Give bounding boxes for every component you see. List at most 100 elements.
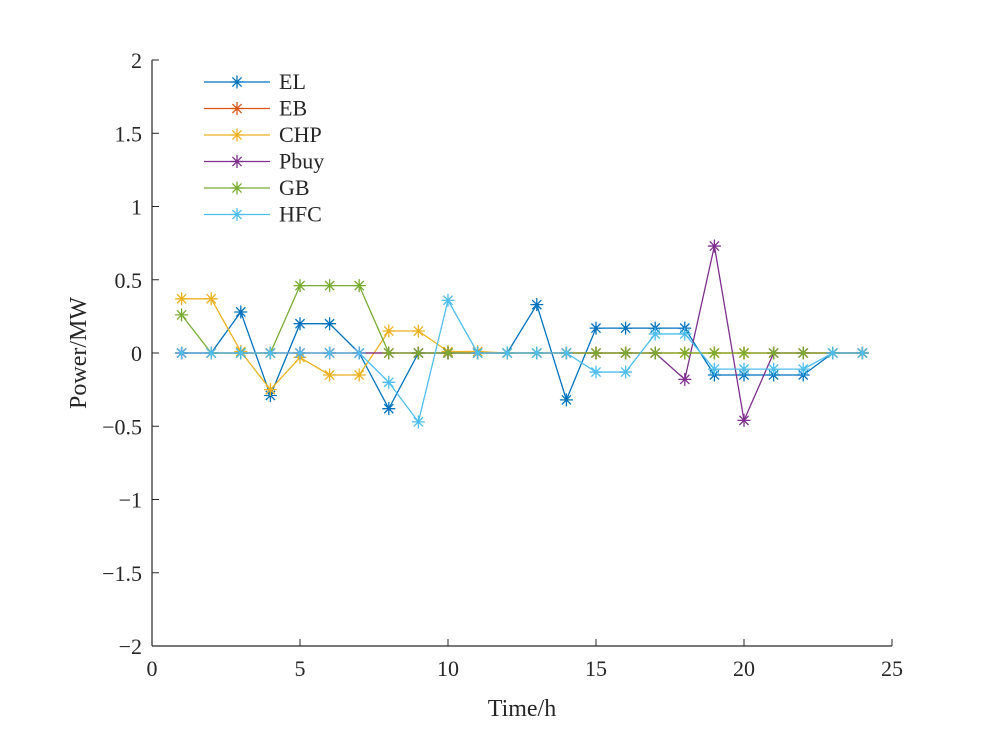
data-point-hfc [204,346,218,360]
y-tick-label: 1 [131,195,142,220]
y-tick-label: 1.5 [115,121,143,146]
data-point-pbuy [678,372,692,386]
legend-label-chp: CHP [279,122,322,147]
series-layer [175,239,869,429]
data-point-hfc [234,346,248,360]
data-point-pbuy [707,239,721,253]
series-el [175,298,869,416]
data-point-chp [204,292,218,306]
data-point-gb [796,346,810,360]
series-line-el [181,303,863,411]
axes: 0 5 10 15 20 25 −2 −1.5 −1 −0.5 0 0.5 1 1.5 2 [102,48,903,681]
legend-marker-eb [230,102,244,115]
legend-marker-pbuy [230,155,244,168]
data-point-gb [382,346,396,360]
series-line-hfc [181,298,863,424]
y-tick-label: 0 [131,341,142,366]
data-point-hfc [589,365,603,379]
legend-marker-hfc [230,208,244,221]
data-point-hfc [441,293,455,307]
data-point-el [382,402,396,416]
data-point-hfc [737,362,751,376]
data-point-hfc [707,362,721,376]
data-point-hfc [796,362,810,376]
legend-marker-el [230,75,244,89]
data-point-gb [175,308,189,322]
data-point-el [293,317,307,331]
data-point-gb [767,346,781,360]
data-point-hfc [530,346,544,360]
y-tick-label: 2 [131,48,142,73]
series-hfc [175,293,869,429]
data-point-hfc [619,365,633,379]
data-point-chp [263,383,277,397]
series-line-pbuy [181,245,863,423]
x-axis-label: Time/h [488,696,556,722]
data-point-hfc [826,346,840,360]
data-point-hfc [175,346,189,360]
data-point-gb [707,346,721,360]
data-point-gb [648,346,662,360]
data-point-hfc [323,346,337,360]
legend-item-chp: CHP [204,122,322,147]
data-point-hfc [648,327,662,341]
data-point-hfc [678,327,692,341]
y-tick-label: −2 [119,634,142,659]
series-line-chp [181,298,863,391]
data-point-chp [323,368,337,382]
legend-marker-chp [230,128,244,142]
y-axis-label: Power/MW [66,297,92,409]
y-tick-label: −1.5 [102,561,142,586]
data-point-hfc [500,346,514,360]
legend-item-pbuy: Pbuy [204,149,324,174]
data-point-el [619,321,633,335]
data-point-hfc [411,415,425,429]
data-point-gb [411,346,425,360]
x-tick-label: 20 [733,656,755,681]
legend-label-el: EL [279,69,306,94]
data-point-gb [323,279,337,293]
legend-label-hfc: HFC [279,202,322,227]
legend-item-eb: EB [204,96,307,121]
x-tick-label: 25 [881,656,903,681]
data-point-hfc [263,346,277,360]
legend-label-gb: GB [279,175,310,200]
data-point-gb [352,279,366,293]
y-tick-label: 0.5 [115,268,143,293]
data-point-hfc [352,346,366,360]
data-point-hfc [293,346,307,360]
data-point-el [559,393,573,407]
data-point-hfc [382,375,396,389]
legend-item-gb: GB [204,175,310,200]
data-point-pbuy [737,413,751,427]
series-line-gb [181,284,863,354]
x-tick-label: 5 [295,656,306,681]
data-point-gb [441,346,455,360]
data-point-hfc [559,346,573,360]
y-tick-label: −1 [119,488,142,513]
y-tick-label: −0.5 [102,414,142,439]
data-point-hfc [855,346,869,360]
data-point-chp [175,292,189,306]
x-tick-label: 10 [437,656,459,681]
legend-item-hfc: HFC [204,202,322,227]
series-gb [175,279,869,360]
legend-label-eb: EB [279,96,307,121]
legend-item-el: EL [204,69,306,94]
data-point-chp [411,324,425,338]
data-point-chp [382,324,396,338]
data-point-gb [293,279,307,293]
data-point-gb [678,346,692,360]
data-point-el [589,321,603,335]
data-point-gb [737,346,751,360]
x-tick-label: 15 [585,656,607,681]
x-tick-label: 0 [147,656,158,681]
series-chp [175,292,869,397]
data-point-hfc [471,346,485,360]
data-point-gb [619,346,633,360]
data-point-chp [352,368,366,382]
data-point-el [530,298,544,312]
data-point-gb [589,346,603,360]
